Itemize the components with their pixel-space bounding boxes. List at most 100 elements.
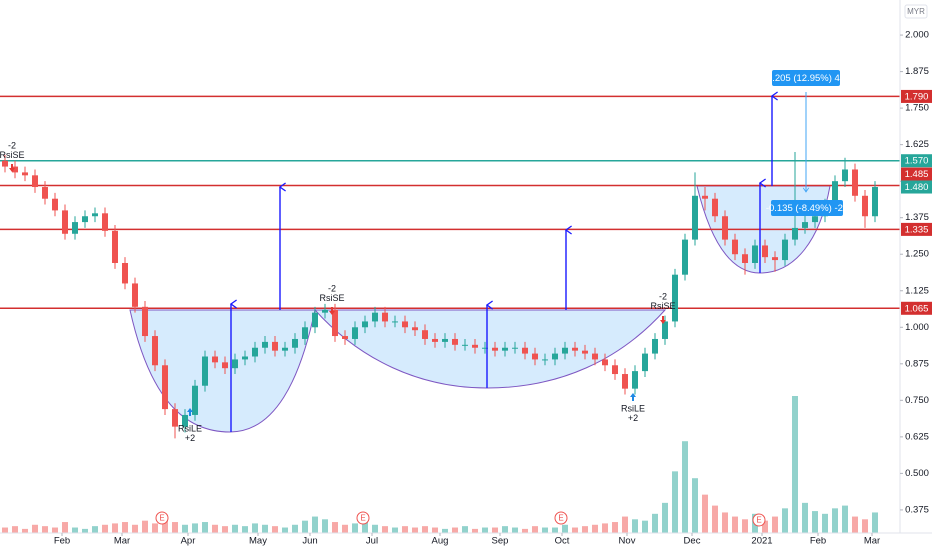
candle-body [652, 338, 658, 354]
candle-body [362, 321, 368, 328]
volume-bar [872, 512, 878, 533]
candle-body [172, 409, 178, 427]
candle-body [322, 309, 328, 313]
volume-bar [352, 523, 358, 533]
volume-bar [492, 527, 498, 533]
candle-body [712, 198, 718, 217]
x-tick-label: Dec [684, 536, 701, 547]
volume-bar [92, 526, 98, 533]
candle-body [512, 347, 518, 349]
volume-bar [452, 527, 458, 533]
x-tick-label: Nov [619, 536, 636, 547]
cup-shape [129, 309, 316, 433]
volume-bar [22, 528, 28, 533]
earnings-marker[interactable] [356, 511, 370, 525]
volume-bar [332, 522, 338, 533]
volume-bar [402, 526, 408, 533]
x-tick-label: Oct [555, 536, 570, 547]
candle-body [342, 336, 348, 339]
volume-bar [852, 516, 858, 533]
candle-body [142, 306, 148, 337]
signal-arrow [630, 393, 636, 401]
x-tick-label: Sep [492, 536, 509, 547]
volume-bar [152, 523, 158, 533]
candle-body [432, 338, 438, 342]
candle-body [2, 160, 8, 167]
earnings-marker[interactable] [155, 511, 169, 525]
volume-bar [572, 527, 578, 533]
price-label-box [901, 154, 932, 168]
x-tick-label: Apr [181, 536, 196, 547]
price-label-box [901, 89, 932, 103]
candle-body [452, 338, 458, 345]
volume-bar [742, 519, 748, 533]
volume-bar [232, 524, 238, 533]
volume-bar [222, 526, 228, 533]
candle-body [532, 353, 538, 360]
x-tick-label: 2021 [751, 536, 772, 547]
y-tick-label: 1.625 [905, 139, 929, 150]
volume-bar [612, 522, 618, 533]
volume-bar [632, 519, 638, 533]
signal-arrow [187, 408, 193, 416]
signal-label: -2 [8, 140, 16, 150]
candle-body [622, 374, 628, 389]
price-label-box [901, 301, 932, 315]
volume-bar [302, 520, 308, 533]
earnings-markers: E E E E [155, 511, 766, 527]
volume-bar [112, 523, 118, 533]
x-tick-label: Jun [302, 536, 317, 547]
volume-bar [522, 528, 528, 533]
candle-body [222, 362, 228, 369]
candle-body [122, 262, 128, 284]
candle-body [232, 359, 238, 369]
signal-label: RsiSE [0, 150, 25, 160]
candle-body [602, 359, 608, 366]
volume-bar [532, 526, 538, 533]
candle-body [542, 359, 548, 361]
volume-bar [42, 526, 48, 533]
earnings-marker[interactable] [752, 513, 766, 527]
y-tick-label: 1.125 [905, 285, 929, 296]
volume-bar [412, 527, 418, 533]
volume-bar [252, 523, 258, 533]
volume-bar [812, 511, 818, 533]
volume-bar [272, 526, 278, 533]
x-tick-label: Feb [810, 536, 826, 547]
volume-bar [642, 520, 648, 533]
candle-body [742, 254, 748, 263]
volume-bar [142, 520, 148, 533]
volume-bar [32, 524, 38, 533]
volume-bar [282, 527, 288, 533]
earnings-label: E [756, 516, 761, 525]
candle-body [472, 344, 478, 348]
candle-body [852, 169, 858, 196]
candle-body [632, 371, 638, 389]
volume-bar [432, 527, 438, 533]
volume-bar [182, 524, 188, 533]
volume-bar [192, 523, 198, 533]
signal-arrow [660, 316, 666, 324]
plot-area [0, 95, 900, 533]
volume-bar [202, 522, 208, 533]
signal-label: -2 [328, 283, 336, 293]
volume-bar [542, 527, 548, 533]
candle-body [862, 195, 868, 217]
candle-body [792, 227, 798, 240]
signal-label: -2 [659, 291, 667, 301]
y-tick-label: 1.250 [905, 249, 929, 260]
candle-body [582, 350, 588, 354]
earnings-marker[interactable] [554, 511, 568, 525]
y-tick-label: 1.375 [905, 212, 929, 223]
candle-body [62, 210, 68, 234]
candle-body [872, 187, 878, 217]
volume-bar [342, 524, 348, 533]
candle-body [572, 347, 578, 351]
currency-box[interactable] [904, 4, 928, 19]
volume-bar [682, 441, 688, 533]
arrows [231, 96, 772, 432]
candle-body [772, 257, 778, 261]
volume-bar [422, 526, 428, 533]
candle-body [642, 353, 648, 372]
